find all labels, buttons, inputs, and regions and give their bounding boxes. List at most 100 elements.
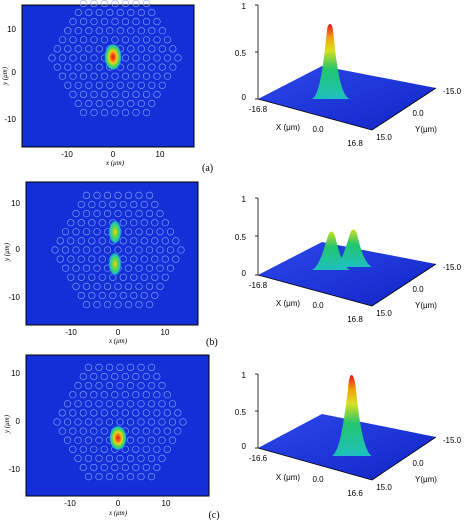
air-hole bbox=[111, 18, 119, 26]
air-hole bbox=[158, 454, 166, 463]
mode-spot-a bbox=[104, 43, 122, 71]
x-edge-b-3: 16.8 bbox=[347, 315, 363, 324]
air-hole bbox=[153, 445, 161, 453]
air-hole bbox=[121, 0, 130, 7]
air-hole bbox=[148, 45, 156, 53]
air-hole bbox=[105, 418, 114, 426]
air-hole bbox=[77, 219, 85, 227]
map-xtick-c-3: 10 bbox=[162, 499, 171, 508]
air-hole bbox=[148, 8, 156, 17]
air-hole bbox=[88, 237, 96, 245]
air-hole bbox=[90, 0, 98, 7]
air-hole bbox=[74, 27, 82, 35]
air-hole bbox=[111, 72, 119, 80]
air-hole bbox=[142, 90, 151, 98]
air-hole bbox=[151, 237, 159, 245]
air-hole bbox=[140, 273, 148, 281]
air-hole bbox=[124, 246, 133, 254]
air-hole bbox=[58, 36, 67, 44]
air-hole bbox=[126, 400, 135, 408]
air-hole bbox=[132, 445, 140, 453]
air-hole bbox=[90, 427, 98, 435]
air-hole bbox=[82, 264, 91, 272]
hole-lattice-c bbox=[53, 363, 187, 481]
air-hole bbox=[100, 0, 109, 7]
y-edge-a-3: 15.0 bbox=[376, 133, 392, 142]
air-hole bbox=[137, 418, 145, 426]
air-hole bbox=[148, 81, 156, 89]
air-hole bbox=[95, 418, 103, 426]
air-hole bbox=[98, 237, 106, 245]
air-hole bbox=[64, 45, 72, 53]
air-hole bbox=[140, 219, 148, 227]
air-hole bbox=[158, 436, 166, 444]
map-ytick-a-2: 0 bbox=[12, 68, 17, 77]
air-hole bbox=[161, 219, 169, 227]
z-tick-a-1: 1 bbox=[242, 2, 247, 11]
air-hole bbox=[130, 255, 138, 263]
air-hole bbox=[163, 36, 172, 44]
air-hole bbox=[135, 191, 143, 199]
x-edge-a-3: 16.8 bbox=[347, 139, 363, 148]
air-hole bbox=[95, 436, 103, 444]
air-hole bbox=[114, 191, 122, 199]
air-hole bbox=[82, 246, 91, 254]
y-label-c: Y(μm) bbox=[415, 475, 437, 484]
air-hole bbox=[69, 409, 77, 417]
air-hole bbox=[119, 200, 127, 209]
air-hole bbox=[109, 291, 117, 300]
air-hole bbox=[95, 473, 103, 481]
air-hole bbox=[161, 255, 169, 263]
air-hole bbox=[145, 264, 154, 272]
panel-c: 10 0 -10 -10 0 10 x (μm) y (μm) (c) 1 0.… bbox=[3, 354, 462, 521]
air-hole bbox=[126, 454, 135, 463]
air-hole bbox=[124, 301, 133, 309]
air-hole bbox=[114, 210, 122, 218]
air-hole bbox=[135, 282, 143, 291]
air-hole bbox=[121, 372, 129, 381]
air-hole bbox=[142, 0, 151, 7]
z-tick-c-1: 1 bbox=[242, 371, 247, 380]
y-edge-c-1: -15.0 bbox=[443, 436, 462, 445]
air-hole bbox=[95, 99, 103, 108]
air-hole bbox=[130, 237, 138, 245]
y-edge-b-1: -15.0 bbox=[443, 263, 462, 272]
air-hole bbox=[137, 8, 145, 17]
air-hole bbox=[156, 264, 164, 272]
air-hole bbox=[74, 382, 82, 390]
map-xtick-b-2: 0 bbox=[116, 328, 121, 337]
air-hole bbox=[137, 27, 145, 35]
air-hole bbox=[95, 454, 103, 463]
air-hole bbox=[90, 391, 98, 399]
air-hole bbox=[90, 108, 98, 117]
air-hole bbox=[168, 418, 177, 426]
mode-map-c: 10 0 -10 -10 0 10 x (μm) y (μm) bbox=[3, 354, 210, 517]
air-hole bbox=[116, 400, 124, 408]
air-hole bbox=[132, 36, 140, 44]
air-hole bbox=[147, 400, 156, 408]
air-hole bbox=[156, 282, 164, 291]
map-xtick-c-2: 0 bbox=[116, 499, 121, 508]
air-hole bbox=[137, 81, 145, 89]
air-hole bbox=[124, 191, 133, 199]
air-hole bbox=[90, 90, 98, 98]
surface-plot-b: 1 0.5 0 -16.8 0.0 16.8 X (μm) -15.0 0.0 … bbox=[235, 195, 462, 324]
air-hole bbox=[153, 372, 161, 381]
air-hole bbox=[166, 246, 175, 254]
air-hole bbox=[98, 273, 106, 281]
air-hole bbox=[56, 237, 64, 245]
air-hole bbox=[111, 409, 119, 417]
air-hole bbox=[95, 45, 103, 53]
air-hole bbox=[90, 445, 98, 453]
air-hole bbox=[88, 200, 96, 209]
map-xtick-c-1: -10 bbox=[64, 499, 76, 508]
air-hole bbox=[95, 400, 103, 408]
air-hole bbox=[135, 246, 143, 254]
air-hole bbox=[127, 8, 135, 17]
air-hole bbox=[130, 273, 138, 281]
air-hole bbox=[140, 255, 148, 263]
air-hole bbox=[127, 81, 135, 89]
air-hole bbox=[161, 237, 169, 245]
air-hole bbox=[93, 191, 101, 199]
